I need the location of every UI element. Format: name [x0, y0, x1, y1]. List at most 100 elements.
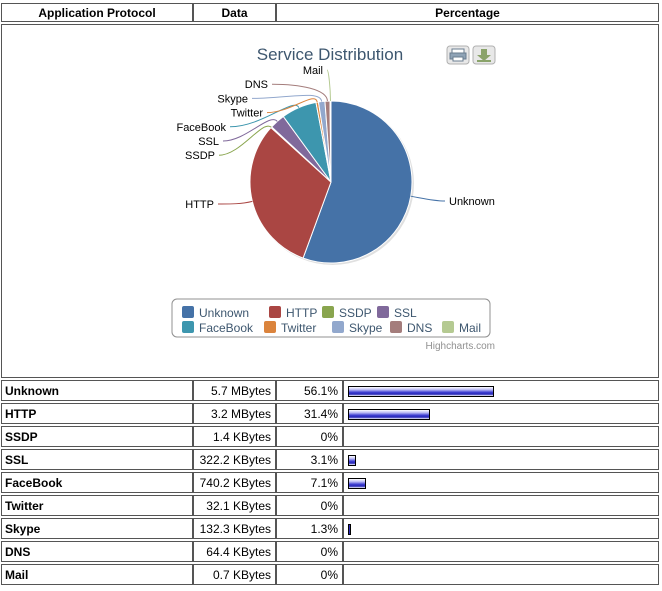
legend-label: Twitter: [281, 321, 316, 335]
legend-item-unknown[interactable]: Unknown: [182, 306, 249, 320]
row-bar-cell: [343, 495, 659, 516]
row-bar-cell: [343, 449, 659, 470]
download-icon[interactable]: [472, 45, 496, 65]
table-row: Unknown 5.7 MBytes 56.1%: [0, 380, 662, 402]
legend-label: DNS: [407, 321, 432, 335]
legend-label: Mail: [459, 321, 481, 335]
legend-label: HTTP: [286, 306, 317, 320]
pie-label-skype: Skype: [217, 93, 248, 105]
connector-dns: [271, 83, 328, 102]
row-data: 132.3 KBytes: [193, 518, 276, 539]
row-protocol: SSL: [1, 449, 193, 470]
connector-facebook: [229, 104, 300, 128]
row-bar-cell: [343, 380, 659, 401]
legend-swatch: [182, 306, 194, 318]
connector-mail: [326, 69, 331, 102]
pie-label-dns: DNS: [245, 79, 268, 91]
pie-label-twitter: Twitter: [231, 108, 264, 120]
legend-label: Unknown: [199, 306, 249, 320]
row-data: 3.2 MBytes: [193, 403, 276, 424]
row-percentage: 56.1%: [276, 380, 343, 401]
highcharts-credit[interactable]: Highcharts.com: [426, 341, 495, 352]
percentage-bar: [348, 455, 356, 466]
legend-item-twitter[interactable]: Twitter: [264, 321, 316, 335]
percentage-bar: [348, 386, 494, 397]
row-data: 64.4 KBytes: [193, 541, 276, 562]
connector-unknown: [410, 195, 446, 202]
pie-label-facebook: FaceBook: [176, 122, 226, 134]
connector-ssl: [222, 119, 278, 142]
legend-item-dns[interactable]: DNS: [390, 321, 432, 335]
legend-swatch: [182, 321, 194, 333]
row-protocol: FaceBook: [1, 472, 193, 493]
row-percentage: 0%: [276, 564, 343, 585]
legend-swatch: [377, 306, 389, 318]
percentage-bar: [348, 409, 430, 420]
pie-label-unknown: Unknown: [449, 196, 495, 208]
pie-label-ssdp: SSDP: [185, 150, 215, 162]
row-protocol: Mail: [1, 564, 193, 585]
legend-label: SSDP: [339, 306, 372, 320]
connector-twitter: [266, 98, 318, 114]
row-bar-cell: [343, 403, 659, 424]
table-row: Mail 0.7 KBytes 0%: [0, 564, 662, 586]
legend-swatch: [264, 321, 276, 333]
row-bar-cell: [343, 564, 659, 585]
row-data: 322.2 KBytes: [193, 449, 276, 470]
pie-label-mail: Mail: [303, 65, 323, 77]
percentage-bar: [348, 524, 351, 535]
service-distribution-chart: Service Distribution Unknown HTTP SSDP SSL F…: [171, 45, 496, 352]
pie-slice-mail[interactable]: [329, 100, 332, 183]
legend-swatch: [332, 321, 344, 333]
printer-icon[interactable]: [446, 45, 470, 65]
row-percentage: 7.1%: [276, 472, 343, 493]
legend-swatch: [269, 306, 281, 318]
row-data: 740.2 KBytes: [193, 472, 276, 493]
row-percentage: 0%: [276, 541, 343, 562]
chart-container: Service Distribution Unknown HTTP SSDP SSL F…: [1, 24, 659, 378]
legend-item-ssl[interactable]: SSL: [377, 306, 417, 320]
row-protocol: DNS: [1, 541, 193, 562]
legend-item-ssdp[interactable]: SSDP: [322, 306, 372, 320]
table-row: Twitter 32.1 KBytes 0%: [0, 495, 662, 517]
legend-swatch: [390, 321, 402, 333]
legend-label: Skype: [349, 321, 383, 335]
legend-item-mail[interactable]: Mail: [442, 321, 481, 335]
row-percentage: 3.1%: [276, 449, 343, 470]
row-protocol: SSDP: [1, 426, 193, 447]
row-bar-cell: [343, 426, 659, 447]
pie-label-http: HTTP: [185, 199, 214, 211]
chart-title: Service Distribution: [257, 45, 403, 64]
row-protocol: Skype: [1, 518, 193, 539]
legend-label: SSL: [394, 306, 417, 320]
connector-skype: [251, 94, 323, 102]
legend-item-facebook[interactable]: FaceBook: [182, 321, 254, 335]
row-data: 32.1 KBytes: [193, 495, 276, 516]
row-protocol: Unknown: [1, 380, 193, 401]
row-data: 5.7 MBytes: [193, 380, 276, 401]
percentage-bar: [348, 478, 366, 489]
row-percentage: 31.4%: [276, 403, 343, 424]
table-row: Skype 132.3 KBytes 1.3%: [0, 518, 662, 540]
legend-item-skype[interactable]: Skype: [332, 321, 383, 335]
legend-label: FaceBook: [199, 321, 254, 335]
row-data: 0.7 KBytes: [193, 564, 276, 585]
row-protocol: Twitter: [1, 495, 193, 516]
header-data: Data: [193, 3, 276, 22]
table-row: FaceBook 740.2 KBytes 7.1%: [0, 472, 662, 494]
legend-item-http[interactable]: HTTP: [269, 306, 317, 320]
connector-ssdp: [218, 125, 272, 156]
header-protocol: Application Protocol: [1, 3, 193, 22]
header-percentage: Percentage: [276, 3, 659, 22]
row-percentage: 0%: [276, 495, 343, 516]
connector-http: [217, 200, 253, 205]
row-data: 1.4 KBytes: [193, 426, 276, 447]
row-percentage: 0%: [276, 426, 343, 447]
row-bar-cell: [343, 472, 659, 493]
pie-slice-unknown[interactable]: [302, 100, 413, 264]
table-row: SSDP 1.4 KBytes 0%: [0, 426, 662, 448]
row-protocol: HTTP: [1, 403, 193, 424]
table-row: DNS 64.4 KBytes 0%: [0, 541, 662, 563]
pie-label-ssl: SSL: [198, 136, 219, 148]
